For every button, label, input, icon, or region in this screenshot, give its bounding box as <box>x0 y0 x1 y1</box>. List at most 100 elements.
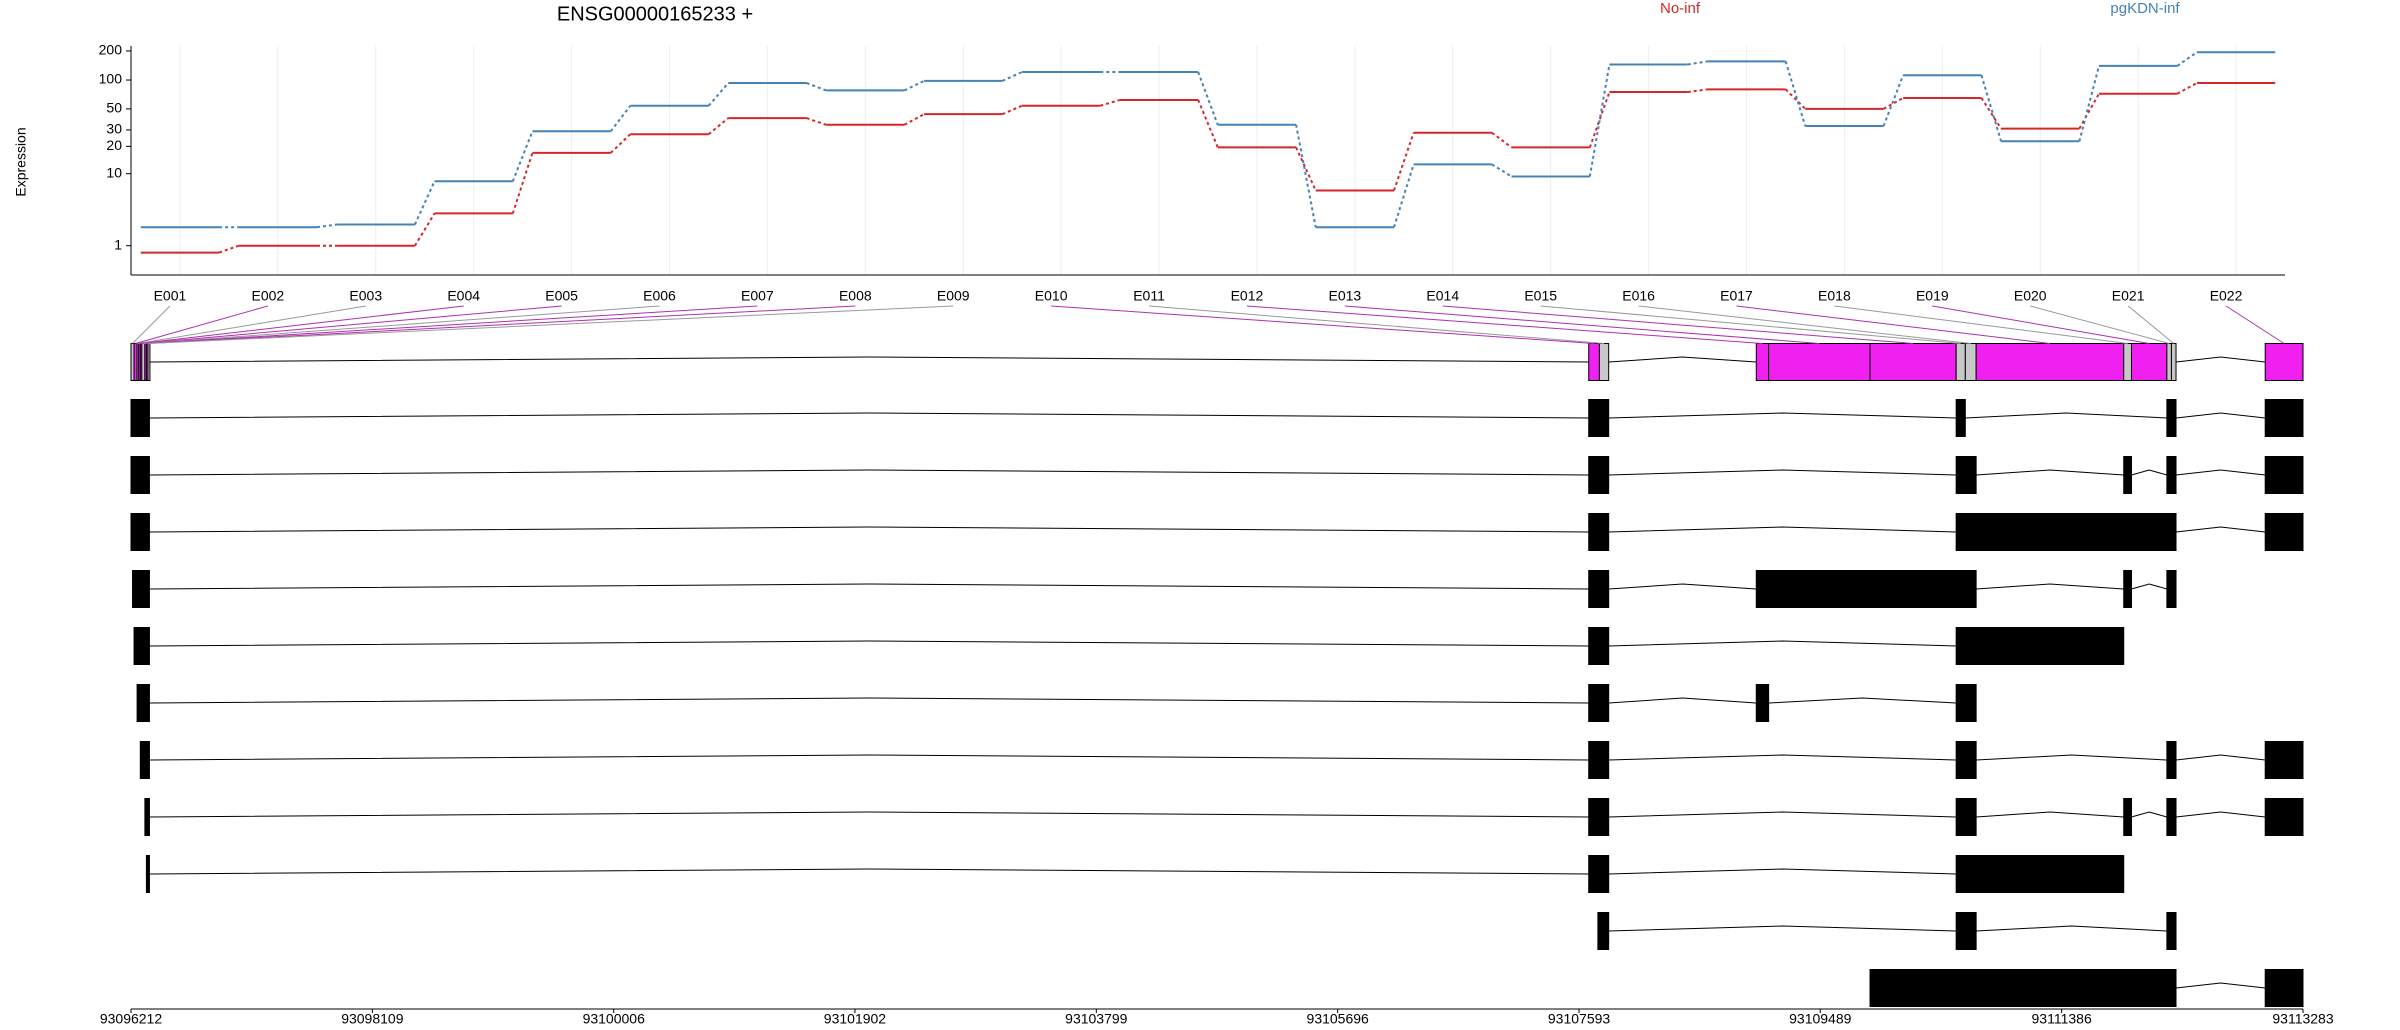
connector <box>511 130 534 182</box>
intron <box>149 811 1589 818</box>
exon <box>144 798 150 836</box>
intron <box>2175 754 2266 761</box>
exon <box>1598 343 1610 381</box>
connector <box>806 82 827 92</box>
connector <box>1491 131 1513 149</box>
intron <box>2175 469 2266 476</box>
connector <box>1197 71 1219 126</box>
intron <box>1608 868 1957 875</box>
exon <box>1588 456 1610 494</box>
connector <box>2176 51 2198 67</box>
intron <box>2175 982 2266 989</box>
connector <box>1393 132 1415 191</box>
exon <box>1588 513 1610 551</box>
intron <box>149 640 1589 647</box>
exon-connector <box>1540 305 1961 344</box>
exon <box>2170 343 2177 381</box>
intron <box>2131 811 2167 818</box>
connector <box>1687 88 1708 94</box>
exon-connector <box>1834 305 2128 344</box>
legend-label: pgKDN-inf <box>2110 0 2180 17</box>
x-tick-label: E003 <box>349 288 382 304</box>
connector <box>609 105 632 132</box>
x-tick-label: E018 <box>1818 288 1851 304</box>
exon-connector <box>1149 305 1605 344</box>
connector <box>2078 93 2100 130</box>
connector <box>707 82 730 107</box>
intron <box>1608 811 1957 818</box>
connector <box>1393 164 1415 228</box>
intron <box>1976 583 2124 590</box>
exon-connector <box>148 305 954 344</box>
exon <box>2264 456 2304 494</box>
connector <box>1295 124 1317 228</box>
exon <box>2130 343 2168 381</box>
intron <box>149 469 1589 476</box>
intron <box>149 356 1589 363</box>
exon <box>1588 798 1610 836</box>
intron <box>1608 697 1757 704</box>
connector <box>1784 61 1807 127</box>
x-tick-label: E013 <box>1329 288 1362 304</box>
exon <box>1955 627 2125 665</box>
genome-tick-label: 93096212 <box>100 1011 163 1027</box>
intron <box>2175 356 2266 363</box>
exon <box>2264 399 2304 437</box>
intron <box>149 583 1589 590</box>
exon <box>1869 969 2177 1007</box>
genome-tick-label: 93109489 <box>1789 1011 1852 1027</box>
exon <box>136 684 150 722</box>
y-tick-label: 20 <box>106 137 122 153</box>
x-tick-label: E015 <box>1524 288 1557 304</box>
genome-tick-label: 93098109 <box>341 1011 404 1027</box>
connector <box>316 223 337 229</box>
exon <box>1755 570 1977 608</box>
exon <box>2166 741 2177 779</box>
x-tick-label: E022 <box>2210 288 2243 304</box>
exon <box>2264 741 2304 779</box>
intron <box>2175 526 2266 533</box>
genome-tick-label: 93103799 <box>1065 1011 1128 1027</box>
exon <box>2264 969 2304 1007</box>
intron <box>149 754 1589 761</box>
exon-connector <box>1344 305 1820 344</box>
intron <box>1976 811 2124 818</box>
exon <box>2166 570 2177 608</box>
genome-tick-label: 93101902 <box>824 1011 887 1027</box>
exon-connector <box>2127 305 2175 344</box>
connector <box>1491 163 1513 178</box>
connector <box>904 113 925 126</box>
exon <box>2166 456 2177 494</box>
intron <box>149 697 1589 704</box>
exon <box>2166 798 2177 836</box>
exon <box>130 456 150 494</box>
connector <box>1588 64 1611 177</box>
y-tick-label: 30 <box>106 121 122 137</box>
connector <box>1687 60 1708 66</box>
exon <box>130 513 150 551</box>
exon <box>1955 456 1977 494</box>
connector <box>414 180 436 225</box>
x-tick-label: E009 <box>937 288 970 304</box>
exon-connector <box>143 305 660 344</box>
exon <box>1588 741 1610 779</box>
y-axis-label: Expression <box>13 127 29 196</box>
intron <box>1976 754 2167 761</box>
x-tick-label: E010 <box>1035 288 1068 304</box>
intron <box>1608 640 1957 647</box>
exon <box>130 399 150 437</box>
connector <box>1197 99 1219 148</box>
exon <box>133 627 150 665</box>
connector <box>1980 74 2003 142</box>
exon-connector <box>2225 305 2285 344</box>
legend-label: No-inf <box>1660 0 1701 17</box>
exon-connector <box>1638 305 1971 344</box>
exon-connector <box>139 305 464 344</box>
exon <box>1955 513 2177 551</box>
exon-connector <box>141 305 562 344</box>
exon <box>1588 570 1610 608</box>
intron <box>1768 697 1957 704</box>
x-tick-label: E012 <box>1231 288 1264 304</box>
genome-tick-label: 93111386 <box>2032 1011 2092 1027</box>
connector <box>1980 97 2002 130</box>
